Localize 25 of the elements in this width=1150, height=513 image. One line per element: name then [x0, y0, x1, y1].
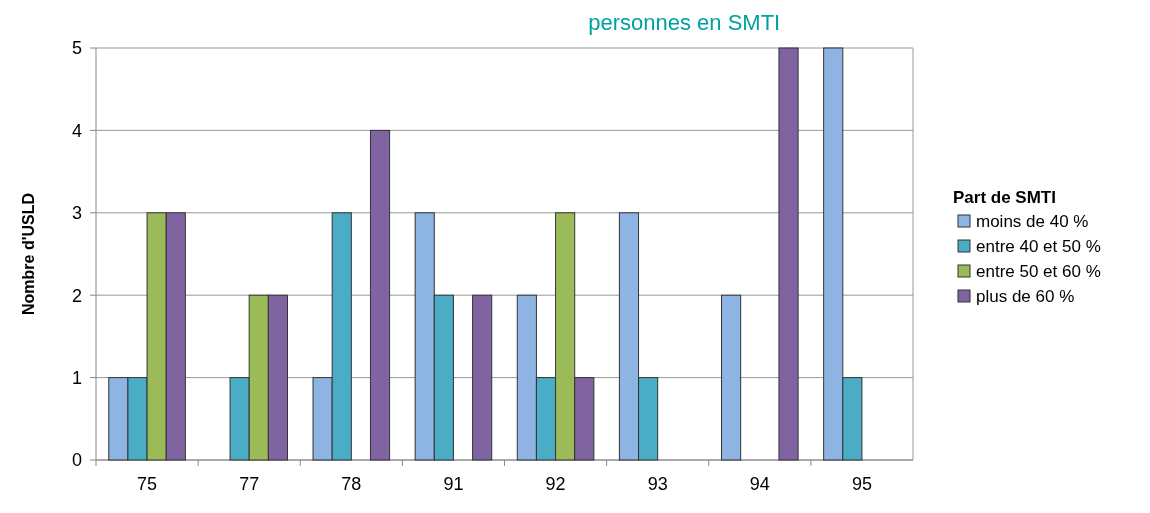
legend-label: entre 50 et 60 % — [976, 261, 1101, 281]
chart-title: personnes en SMTI — [588, 10, 781, 35]
x-tick-label: 94 — [749, 474, 770, 494]
bar — [778, 47, 799, 461]
y-tick-label: 0 — [71, 450, 82, 471]
y-tick-label: 3 — [71, 203, 82, 224]
x-tick-label: 78 — [341, 474, 362, 494]
x-tick-label: 93 — [647, 474, 668, 494]
x-tick-label: 75 — [137, 474, 158, 494]
bar — [721, 294, 742, 461]
legend-label: moins de 40 % — [976, 211, 1089, 231]
x-tick-label: 91 — [443, 474, 464, 494]
x-tick-label: 92 — [545, 474, 566, 494]
bar — [472, 294, 493, 461]
y-tick-label: 4 — [71, 120, 82, 141]
bar — [369, 129, 391, 461]
y-tick-label: 1 — [71, 367, 82, 388]
legend-label: entre 40 et 50 % — [976, 236, 1101, 256]
y-tick-label: 5 — [71, 38, 82, 59]
x-tick-label: 77 — [239, 474, 260, 494]
y-tick-label: 2 — [71, 285, 82, 306]
x-tick-label: 95 — [851, 474, 872, 494]
y-axis-title: Nombre d'USLD — [20, 192, 37, 316]
legend-label: plus de 60 % — [976, 286, 1075, 306]
legend-title: Part de SMTI — [953, 188, 1056, 207]
